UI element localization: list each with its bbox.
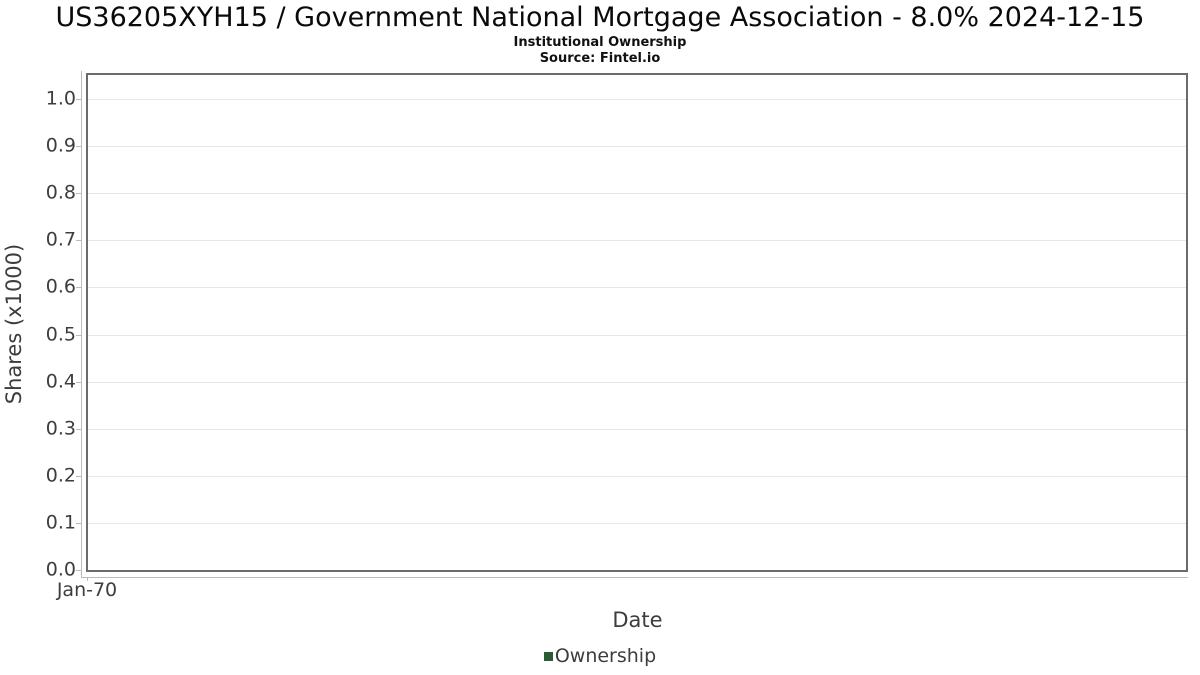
gridline — [88, 240, 1186, 242]
y-tick-label: 0.3 — [45, 417, 76, 440]
y-axis-tick-labels: 0.0 0.1 0.2 0.3 0.4 0.5 0.6 0.7 0.8 0.9 1.0 — [20, 75, 76, 579]
y-tick-mark — [76, 287, 81, 289]
chart-subtitle: Institutional Ownership — [513, 35, 687, 50]
y-tick-mark — [76, 522, 81, 524]
legend-item-ownership[interactable]: Ownership — [0, 645, 1200, 668]
legend-label-ownership: Ownership — [554, 645, 657, 667]
y-tick-mark — [76, 193, 81, 195]
legend-marker-ownership — [543, 651, 553, 661]
chart-title: US36205XYH15 / Government National Mortg… — [55, 2, 1145, 33]
y-tick-mark — [76, 475, 81, 477]
x-axis-tick-mark — [87, 577, 88, 581]
y-axis-tick-marks — [76, 75, 81, 571]
y-tick-label: 0.8 — [45, 181, 76, 204]
plot-area — [86, 73, 1188, 572]
y-tick-label: 1.0 — [45, 87, 76, 110]
y-tick-mark — [76, 146, 81, 148]
y-tick-label: 0.2 — [45, 464, 76, 487]
y-tick-mark — [76, 99, 81, 100]
y-tick-label: 0.4 — [45, 370, 76, 393]
y-tick-mark — [76, 428, 81, 430]
gridline — [88, 193, 1186, 195]
y-tick-label: 0.5 — [45, 323, 76, 345]
y-tick-label: 0.7 — [45, 228, 76, 251]
gridline — [88, 334, 1186, 336]
gridline — [88, 99, 1186, 100]
gridline — [88, 381, 1186, 383]
y-tick-label: 0.9 — [45, 134, 76, 157]
y-tick-mark — [76, 570, 81, 571]
x-axis-title: Date — [612, 608, 663, 632]
y-axis-title: Shares (x1000) — [2, 243, 26, 405]
y-tick-label: 0.6 — [45, 275, 76, 298]
gridline — [88, 475, 1186, 477]
y-tick-mark — [76, 334, 81, 336]
gridline — [88, 287, 1186, 289]
y-tick-label: 0.0 — [45, 558, 76, 581]
y-tick-label: 0.1 — [45, 511, 76, 534]
x-axis-line — [81, 577, 1188, 578]
gridline — [88, 522, 1186, 524]
x-axis-tick-label: Jan-70 — [56, 579, 118, 601]
y-axis-line — [81, 71, 82, 577]
y-tick-mark — [76, 381, 81, 383]
gridline — [88, 146, 1186, 148]
gridline — [88, 428, 1186, 430]
y-tick-mark — [76, 240, 81, 242]
chart-source: Source: Fintel.io — [539, 51, 661, 66]
